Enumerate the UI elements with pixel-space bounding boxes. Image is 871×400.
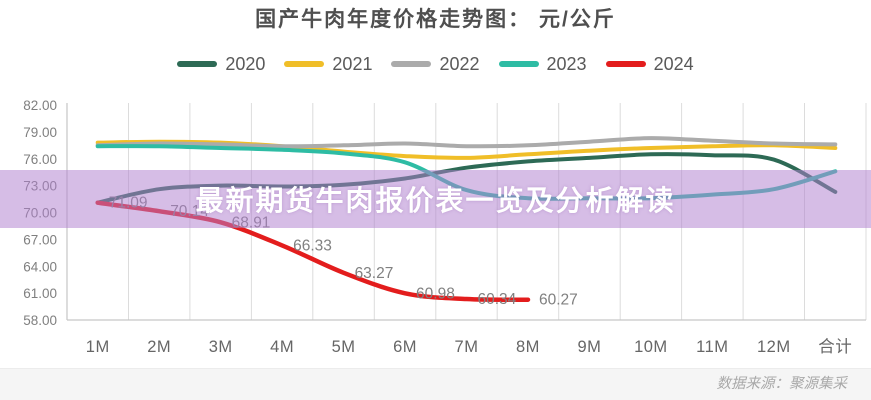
x-axis-tick-label: 12M	[757, 338, 791, 356]
data-label-2024: 60.98	[416, 285, 455, 302]
y-axis-tick-label: 82.00	[23, 98, 57, 113]
x-axis-tick-label: 8M	[516, 338, 540, 356]
legend-item-2021: 2021	[284, 54, 372, 75]
data-label-2024: 60.34	[478, 291, 517, 308]
x-axis-tick-label: 4M	[270, 338, 294, 356]
x-axis-tick-label: 5M	[332, 338, 356, 356]
x-axis-tick-label: 3M	[209, 338, 233, 356]
y-axis-tick-label: 79.00	[23, 125, 57, 140]
y-axis-tick-label: 58.00	[23, 313, 57, 328]
x-axis-tick-label: 合计	[818, 337, 852, 356]
footer-bar: 数据来源：聚源集采	[0, 368, 871, 400]
legend-label: 2021	[332, 53, 373, 74]
legend-swatch-2023	[498, 61, 539, 67]
headline-banner: 最新期货牛肉报价表一览及分析解读	[0, 170, 871, 228]
x-axis-tick-label: 7M	[455, 338, 479, 356]
legend-swatch-2021	[284, 61, 325, 67]
legend-label: 2024	[653, 53, 694, 74]
x-axis-tick-label: 9M	[577, 338, 601, 356]
data-source-label: 数据来源：聚源集采	[716, 376, 848, 392]
x-axis-tick-label: 2M	[147, 338, 171, 356]
legend-label: 2020	[225, 53, 266, 74]
headline-banner-text: 最新期货牛肉报价表一览及分析解读	[195, 185, 676, 216]
legend-swatch-2020	[177, 61, 218, 67]
legend-label: 2022	[439, 53, 480, 74]
page-title: 国产牛肉年度价格走势图： 元/公斤	[255, 8, 616, 31]
legend-item-2022: 2022	[391, 53, 480, 75]
x-axis-tick-label: 6M	[393, 338, 417, 356]
y-axis-tick-label: 67.00	[23, 232, 57, 247]
legend-item-2020: 2020	[177, 54, 265, 75]
y-axis-tick-label: 76.00	[23, 152, 57, 167]
y-axis-tick-label: 64.00	[23, 259, 57, 274]
legend-item-2023: 2023	[498, 53, 587, 75]
data-label-2024: 63.27	[355, 265, 394, 282]
data-label-2024: 60.27	[539, 292, 578, 309]
legend-swatch-2024	[605, 61, 646, 67]
series-line-2022	[95, 136, 838, 149]
data-label-2024: 66.33	[293, 237, 332, 254]
x-axis-tick-label: 10M	[634, 338, 668, 356]
x-axis-tick-label: 1M	[86, 338, 110, 356]
legend-label: 2023	[546, 53, 587, 74]
x-axis-tick-label: 11M	[696, 338, 728, 356]
legend-item-2024: 2024	[605, 53, 694, 75]
legend-swatch-2022	[391, 61, 432, 67]
chart-legend: 2020 2021 2022 2023 2024	[0, 53, 871, 75]
y-axis-tick-label: 61.00	[23, 286, 57, 301]
